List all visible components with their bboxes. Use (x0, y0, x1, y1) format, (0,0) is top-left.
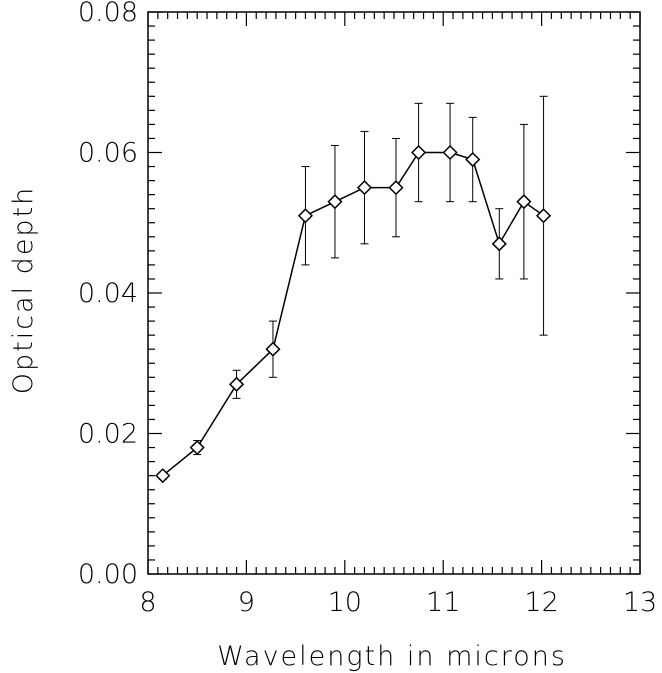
x-tick-label: 8 (139, 587, 156, 618)
data-point (491, 236, 507, 252)
x-tick-label: 11 (426, 587, 460, 618)
y-tick-label: 0.06 (78, 138, 138, 169)
data-point (388, 180, 404, 196)
data-point (189, 439, 205, 456)
y-tick-label: 0.08 (78, 0, 138, 28)
data-point (411, 144, 427, 161)
y-axis-title: Optical depth (8, 186, 39, 395)
x-tick-label: 12 (524, 587, 558, 618)
x-tick-label: 9 (238, 587, 255, 618)
plot-border (147, 11, 641, 575)
data-point (155, 468, 171, 484)
axis-ticks (147, 11, 641, 575)
y-tick-label: 0.00 (78, 559, 138, 590)
data-point (516, 194, 532, 210)
x-axis-title: Wavelength in microns (217, 641, 567, 672)
series-line (162, 151, 545, 477)
data-point (228, 376, 245, 392)
data-point (465, 151, 481, 168)
data-point (442, 144, 458, 161)
data-point (327, 194, 343, 210)
y-tick-label: 0.04 (78, 278, 138, 309)
data-point (356, 180, 373, 196)
y-tick-labels: 0.00 0.02 0.04 0.06 0.08 (78, 0, 138, 590)
x-tick-label: 10 (328, 587, 362, 618)
data-point (265, 341, 281, 357)
error-bars (158, 95, 548, 480)
data-point (297, 208, 314, 224)
data-point (536, 208, 552, 224)
data-points (155, 144, 552, 484)
plot-frame (147, 11, 641, 575)
x-tick-label: 13 (623, 587, 657, 618)
y-tick-label: 0.02 (78, 419, 138, 450)
x-tick-labels: 8 9 10 11 12 13 (139, 587, 657, 618)
